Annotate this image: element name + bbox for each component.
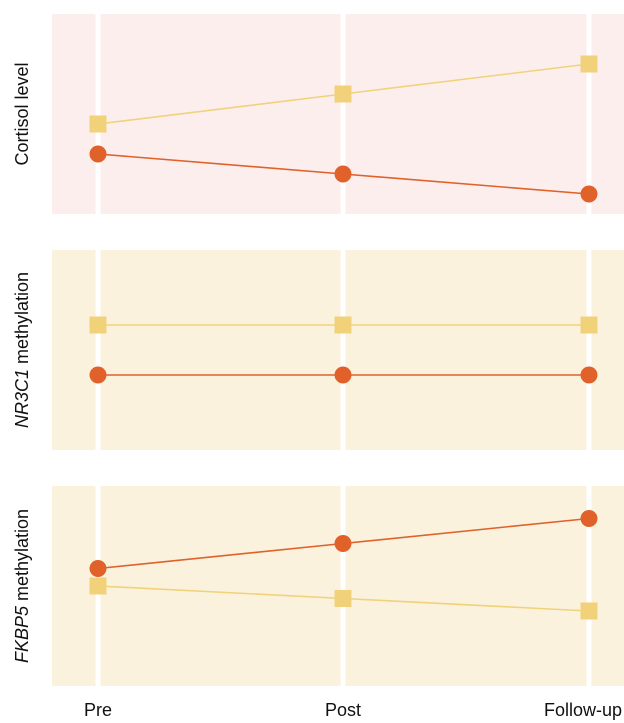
point-square-post [334, 85, 352, 103]
y-axis-label-text: Cortisol level [12, 62, 32, 165]
point-circle-pre [89, 145, 107, 163]
point-circle-follow-up [580, 185, 598, 203]
y-axis-label-text: methylation [12, 509, 32, 606]
point-square-post [334, 316, 352, 334]
y-axis-label-panel-1: Cortisol level [12, 62, 32, 165]
y-axis-label-gene: FKBP5 [12, 605, 32, 663]
point-circle-post [334, 165, 352, 183]
panel-3: FKBP5 methylation [12, 486, 624, 686]
point-square-pre [89, 316, 107, 334]
point-square-follow-up [580, 316, 598, 334]
y-axis-label-gene: NR3C1 [12, 369, 32, 428]
point-circle-pre [89, 560, 107, 577]
point-circle-pre [89, 366, 107, 384]
panel-2: NR3C1 methylation [12, 250, 624, 450]
x-tick-label-follow-up: Follow-up [544, 700, 622, 720]
point-circle-post [334, 366, 352, 384]
point-circle-post [334, 535, 352, 552]
y-axis-label-text: methylation [12, 272, 32, 369]
point-square-post [334, 590, 352, 607]
point-square-follow-up [580, 55, 598, 73]
point-square-pre [89, 577, 107, 595]
point-circle-follow-up [580, 366, 598, 384]
x-tick-label-post: Post [325, 700, 361, 720]
point-circle-follow-up [580, 510, 598, 527]
x-tick-label-pre: Pre [84, 700, 112, 720]
y-axis-label-panel-3: FKBP5 methylation [12, 509, 32, 663]
point-square-follow-up [580, 602, 598, 620]
panel-background [52, 250, 624, 450]
y-axis-label-panel-2: NR3C1 methylation [12, 272, 32, 428]
panel-background [52, 14, 624, 214]
panel-background [52, 486, 624, 686]
panel-1: Cortisol level [12, 14, 624, 214]
point-square-pre [89, 115, 107, 133]
